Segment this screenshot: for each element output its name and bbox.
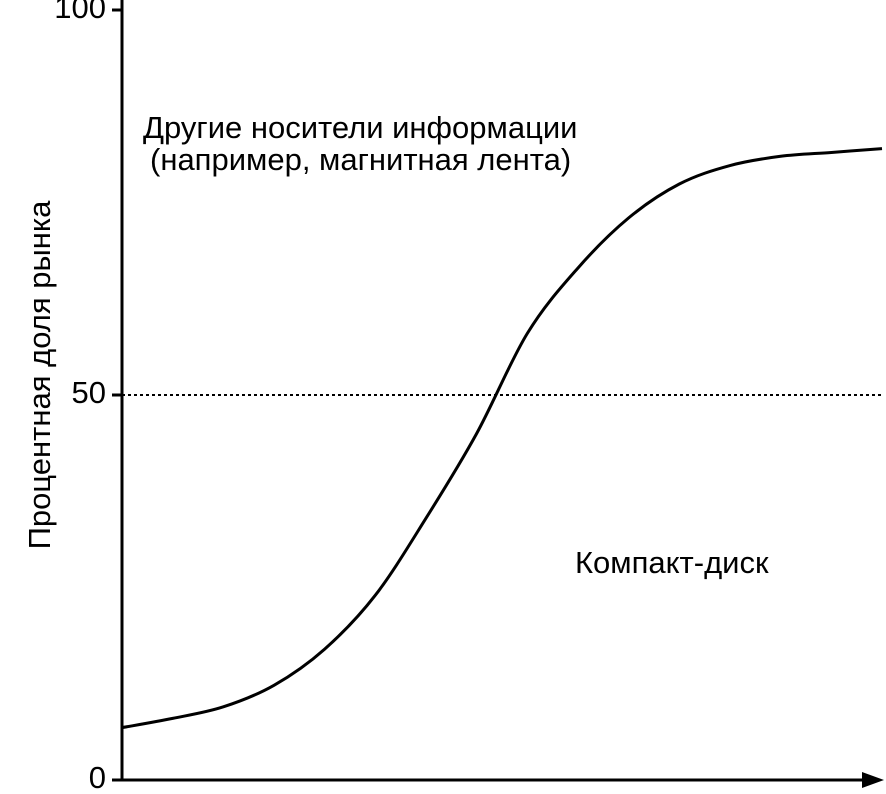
y-tick-label: 100 xyxy=(54,0,106,25)
y-tick-label: 50 xyxy=(72,375,106,410)
y-axis-label: Процентная доля рынка xyxy=(22,200,57,550)
x-axis-arrow xyxy=(862,772,884,788)
annotation: Другие носители информации xyxy=(143,110,577,145)
annotation: (например, магнитная лента) xyxy=(150,142,571,177)
line xyxy=(121,147,883,730)
y-tick-label: 0 xyxy=(89,760,106,794)
annotation: Компакт-диск xyxy=(575,545,769,580)
